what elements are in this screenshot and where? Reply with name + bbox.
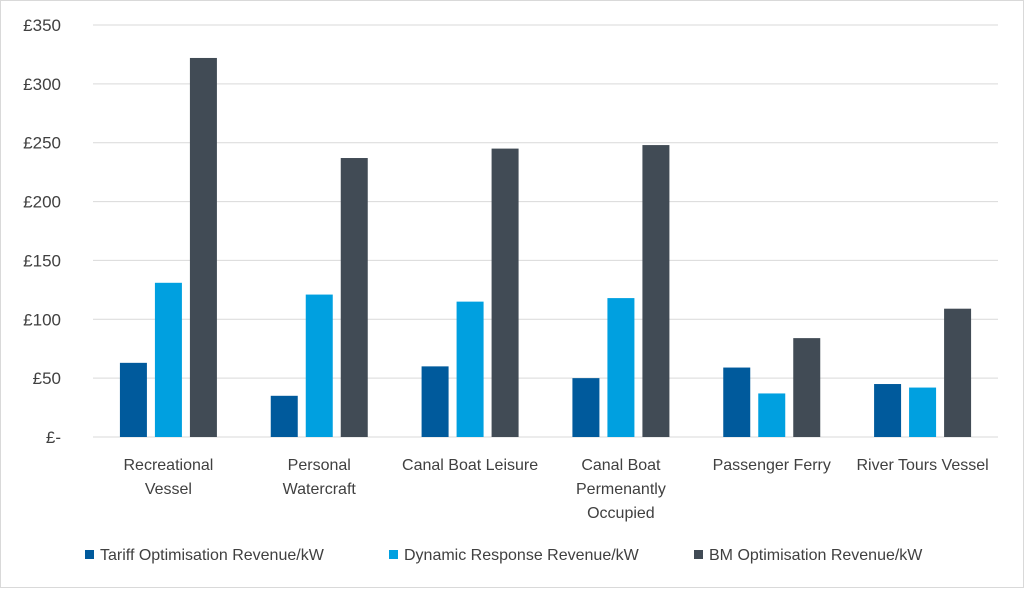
bar-bm bbox=[793, 338, 821, 437]
y-tick-label: £150 bbox=[23, 251, 61, 270]
legend: Tariff Optimisation Revenue/kW Dynamic Re… bbox=[85, 547, 923, 564]
y-tick-label: £250 bbox=[23, 134, 61, 153]
y-tick-label: £- bbox=[46, 428, 61, 447]
bar-tariff bbox=[270, 395, 298, 437]
bar-tariff bbox=[421, 366, 449, 437]
bar-dynamic bbox=[909, 387, 937, 437]
bar-dynamic bbox=[758, 393, 786, 437]
y-axis-ticks: £- £50 £100 £150 £200 £250 £300 £350 bbox=[23, 16, 61, 447]
y-tick-label: £350 bbox=[23, 16, 61, 35]
x-tick-label: River Tours Vessel bbox=[856, 457, 988, 474]
x-tick-label: Canal Boat Leisure bbox=[402, 457, 538, 474]
gridlines bbox=[93, 24, 998, 438]
legend-swatch bbox=[85, 550, 94, 559]
bar-dynamic bbox=[607, 298, 635, 437]
y-tick-label: £200 bbox=[23, 193, 61, 212]
bar-bm bbox=[491, 148, 519, 437]
bar-tariff bbox=[874, 384, 902, 437]
legend-label: Dynamic Response Revenue/kW bbox=[404, 547, 640, 564]
bar-bm bbox=[340, 158, 368, 437]
bar-dynamic bbox=[305, 294, 333, 437]
bars bbox=[119, 57, 972, 438]
legend-label: BM Optimisation Revenue/kW bbox=[709, 547, 923, 564]
legend-swatch bbox=[694, 550, 703, 559]
bar-bm bbox=[189, 57, 217, 438]
legend-label: Tariff Optimisation Revenue/kW bbox=[100, 547, 325, 564]
x-tick-label: Passenger Ferry bbox=[713, 457, 831, 474]
legend-swatch bbox=[389, 550, 398, 559]
bar-bm bbox=[944, 308, 972, 437]
x-axis-ticks: Recreational Vessel Personal Watercraft Cana… bbox=[124, 457, 989, 522]
x-tick-label: Recreational Vessel bbox=[124, 457, 214, 498]
bar-bm bbox=[642, 145, 670, 437]
y-tick-label: £300 bbox=[23, 75, 61, 94]
x-tick-label: Canal Boat Permenantly Occupied bbox=[576, 457, 666, 522]
y-tick-label: £50 bbox=[33, 369, 61, 388]
bar-dynamic bbox=[154, 282, 182, 437]
bar-tariff bbox=[572, 378, 600, 437]
y-tick-label: £100 bbox=[23, 310, 61, 329]
bar-tariff bbox=[119, 362, 147, 437]
x-tick-label: Personal Watercraft bbox=[283, 457, 357, 498]
bar-dynamic bbox=[456, 301, 484, 437]
bar-tariff bbox=[723, 367, 751, 437]
